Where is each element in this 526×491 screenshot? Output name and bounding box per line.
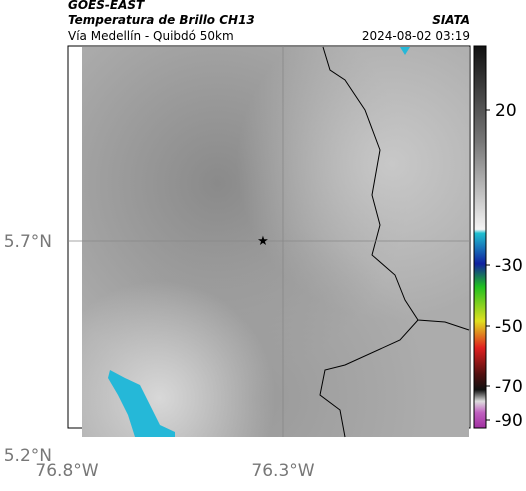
colorbar-label: -50	[495, 317, 523, 337]
colorbar-scale	[473, 45, 487, 429]
source: SIATA	[432, 13, 470, 27]
colorbar: 20 -30 -50 -70 -90	[473, 45, 523, 431]
location-star: ★	[257, 234, 269, 249]
title: GOES-EAST	[68, 0, 145, 12]
location: Vía Medellín - Quibdó 50km	[68, 29, 234, 43]
cold-cloud-patch	[400, 47, 410, 55]
y-label: 5.7°N	[4, 232, 52, 252]
cold-cloud-patch	[108, 370, 175, 437]
colorbar-label: -90	[495, 411, 523, 431]
timestamp: 2024-08-02 03:19	[362, 29, 470, 43]
colorbar-label: -30	[495, 256, 523, 276]
y-label: 5.2°N	[4, 446, 52, 466]
colorbar-label: 20	[495, 101, 517, 121]
cloud-warm	[82, 47, 469, 437]
colorbar-label: -70	[495, 377, 523, 397]
x-label: 76.8°W	[35, 461, 98, 481]
subtitle: Temperatura de Brillo CH13	[68, 13, 255, 27]
x-label: 76.3°W	[251, 461, 314, 481]
map: ★	[67, 45, 471, 438]
border	[319, 319, 419, 438]
